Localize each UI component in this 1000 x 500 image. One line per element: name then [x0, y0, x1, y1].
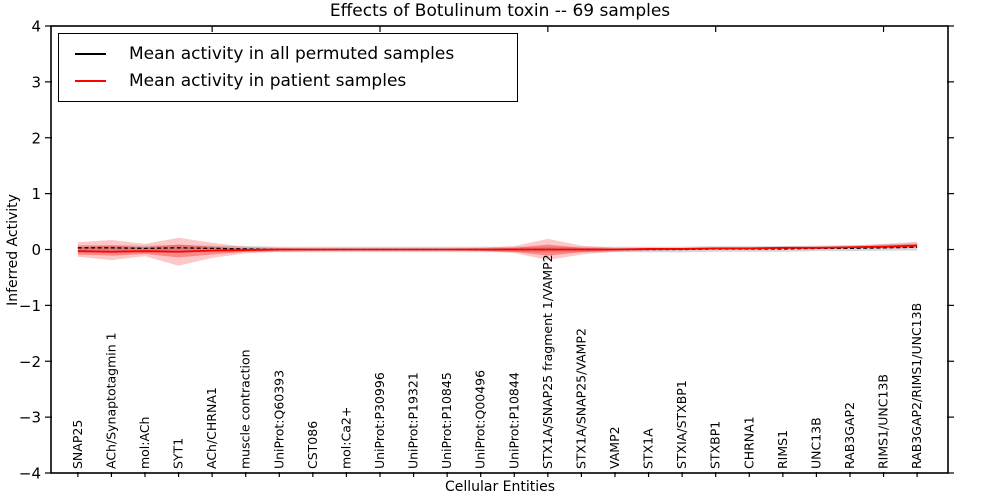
x-category-label: mol:ACh: [137, 417, 152, 470]
x-category-label: RIMS1/UNC13B: [876, 374, 891, 469]
patient-mean-line: [77, 244, 918, 253]
x-category-label: UniProt:P30996: [372, 372, 387, 469]
x-category-label: RAB3GAP2/RIMS1/UNC13B: [909, 303, 924, 469]
y-tick-label: −4: [19, 465, 41, 483]
legend: Mean activity in all permuted samples Me…: [58, 33, 518, 102]
y-tick-label: −2: [19, 353, 41, 371]
y-tick-label: 1: [31, 185, 41, 203]
x-category-label: STXIA/STXBP1: [674, 380, 689, 469]
x-category-label: UniProt:Q00496: [473, 370, 488, 469]
x-category-label: UniProt:Q60393: [271, 370, 286, 469]
x-category-label: UniProt:P10845: [439, 372, 454, 469]
x-category-label: muscle contraction: [238, 349, 253, 469]
patient-inner-band: [77, 243, 918, 258]
x-category-label: VAMP2: [607, 426, 622, 469]
x-category-label: UniProt:P10844: [506, 372, 521, 469]
x-category-label: STXBP1: [708, 421, 723, 469]
x-category-label: STX1A/SNAP25/VAMP2: [573, 328, 588, 469]
legend-item-patient: Mean activity in patient samples: [59, 67, 517, 94]
y-tick-label: −1: [19, 297, 41, 315]
x-category-label: CHRNA1: [741, 416, 756, 469]
x-category-label: RAB3GAP2: [842, 402, 857, 469]
y-tick-label: 0: [31, 241, 41, 259]
y-tick-label: −3: [19, 409, 41, 427]
x-category-label: ACh/CHRNA1: [204, 387, 219, 469]
x-category-label: SYT1: [171, 438, 186, 469]
black-line-swatch: [75, 52, 106, 55]
x-category-label: CST086: [305, 421, 320, 469]
x-category-label: UniProt:P19321: [406, 372, 421, 469]
patient-outer-band: [77, 237, 918, 266]
x-category-label: RIMS1: [775, 430, 790, 469]
legend-label-patient: Mean activity in patient samples: [129, 70, 407, 91]
x-axis-label: Cellular Entities: [444, 479, 556, 495]
legend-item-permuted: Mean activity in all permuted samples: [59, 40, 517, 67]
y-tick-label: 4: [31, 18, 41, 36]
y-tick-label: 3: [31, 73, 41, 91]
x-category-label: ACh/Synaptotagmin 1: [103, 332, 118, 469]
x-category-label: UNC13B: [808, 417, 823, 469]
chart-title: Effects of Botulinum toxin -- 69 samples: [329, 1, 671, 21]
x-category-label: SNAP25: [70, 420, 85, 469]
x-category-label: mol:Ca2+: [338, 407, 353, 469]
x-category-label: STX1A/SNAP25 fragment 1/VAMP2: [540, 254, 555, 469]
x-category-label: STX1A: [641, 428, 656, 469]
legend-label-permuted: Mean activity in all permuted samples: [129, 43, 455, 64]
red-line-swatch: [75, 79, 106, 82]
y-tick-label: 2: [31, 129, 41, 147]
